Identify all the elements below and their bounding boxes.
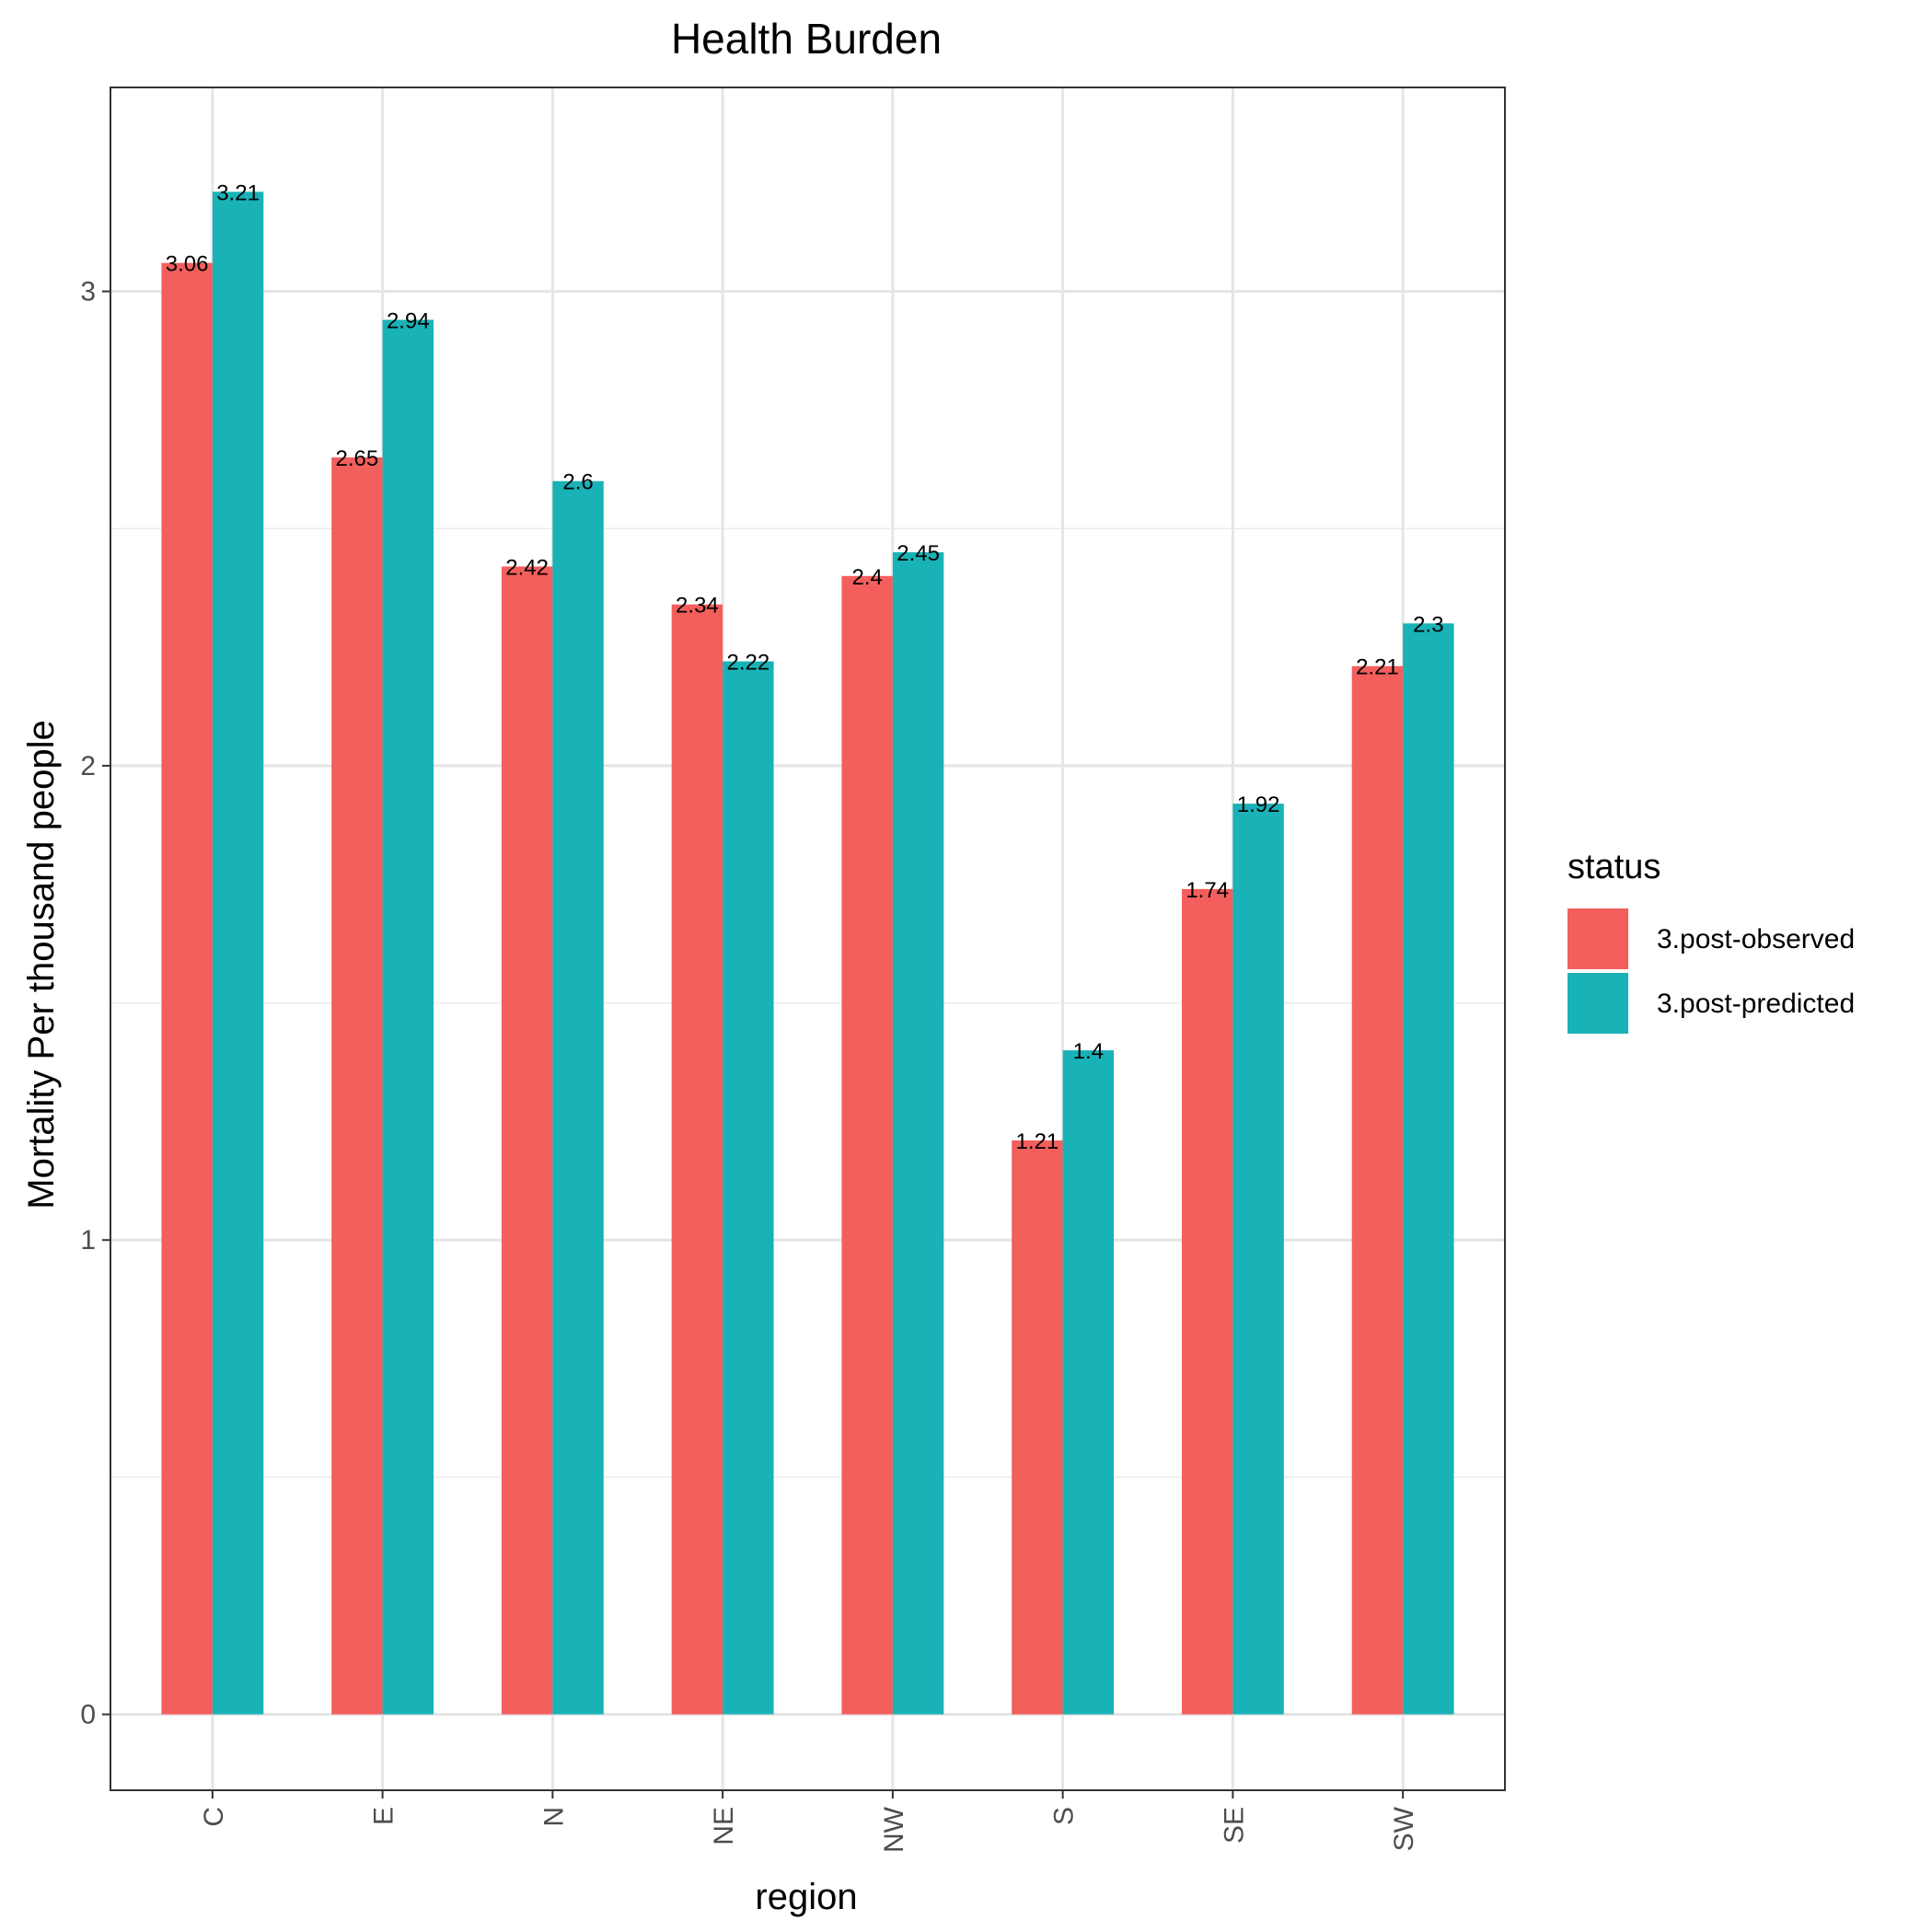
bar xyxy=(671,604,723,1715)
legend-label: 3.post-predicted xyxy=(1657,989,1855,1019)
x-tick-label: C xyxy=(199,1807,229,1827)
plot-panel: 3.06 2.65 2.42 2.34 2.4 1.21 1.74 2.21 3.21 2.94 2… xyxy=(110,87,1506,1791)
y-axis-title: Mortality Per thousand people xyxy=(21,720,62,1209)
y-tick-label: 0 xyxy=(80,1700,96,1730)
bar xyxy=(1351,665,1404,1715)
data-label: 2.45 xyxy=(897,541,940,566)
data-label: 2.3 xyxy=(1413,612,1443,637)
data-label: 1.74 xyxy=(1186,878,1229,903)
bar xyxy=(841,575,893,1715)
legend-label: 3.post-observed xyxy=(1657,924,1855,954)
legend: status 3.post-observed 3.post-predicted xyxy=(1568,848,1855,1034)
data-label: 2.65 xyxy=(336,446,379,471)
legend-title: status xyxy=(1568,848,1660,886)
bar xyxy=(1062,1050,1115,1715)
bar xyxy=(161,262,213,1715)
data-label: 1.92 xyxy=(1237,792,1280,817)
x-tick-label: NW xyxy=(879,1806,909,1853)
data-label: 3.06 xyxy=(166,252,209,277)
y-tick-label: 3 xyxy=(80,277,96,307)
bar xyxy=(331,457,383,1715)
data-label: 2.22 xyxy=(726,651,769,676)
legend-swatch xyxy=(1568,973,1628,1034)
bar xyxy=(552,480,604,1715)
data-label: 1.21 xyxy=(1016,1129,1059,1154)
bar xyxy=(892,552,944,1715)
bar xyxy=(501,566,553,1715)
x-tick-label: E xyxy=(369,1807,399,1825)
bar xyxy=(1232,804,1284,1715)
bar xyxy=(1012,1140,1063,1715)
data-label: 2.42 xyxy=(505,555,549,580)
bar xyxy=(212,191,264,1715)
x-tick-label: SE xyxy=(1219,1807,1249,1844)
x-axis-title: region xyxy=(755,1877,857,1917)
panel-background xyxy=(110,87,1505,1790)
bar xyxy=(1181,888,1233,1715)
y-tick-label: 2 xyxy=(80,751,96,781)
data-label: 1.4 xyxy=(1073,1039,1104,1064)
x-tick-label: NE xyxy=(709,1807,739,1845)
x-tick-label: N xyxy=(538,1807,569,1827)
data-label: 3.21 xyxy=(216,180,260,205)
x-tick-label: SW xyxy=(1389,1806,1419,1851)
legend-swatch xyxy=(1568,908,1628,969)
bar xyxy=(723,661,774,1715)
data-label: 2.4 xyxy=(851,565,882,590)
data-label: 2.34 xyxy=(676,594,719,619)
bar xyxy=(382,319,434,1715)
bar xyxy=(1403,623,1454,1715)
panel-border xyxy=(110,87,1506,1791)
data-label: 2.6 xyxy=(562,470,593,495)
data-label: 2.21 xyxy=(1356,655,1399,680)
y-tick-label: 1 xyxy=(80,1225,96,1255)
data-label: 2.94 xyxy=(387,309,430,334)
chart-title: Health Burden xyxy=(671,15,942,63)
x-tick-label: S xyxy=(1049,1807,1080,1825)
